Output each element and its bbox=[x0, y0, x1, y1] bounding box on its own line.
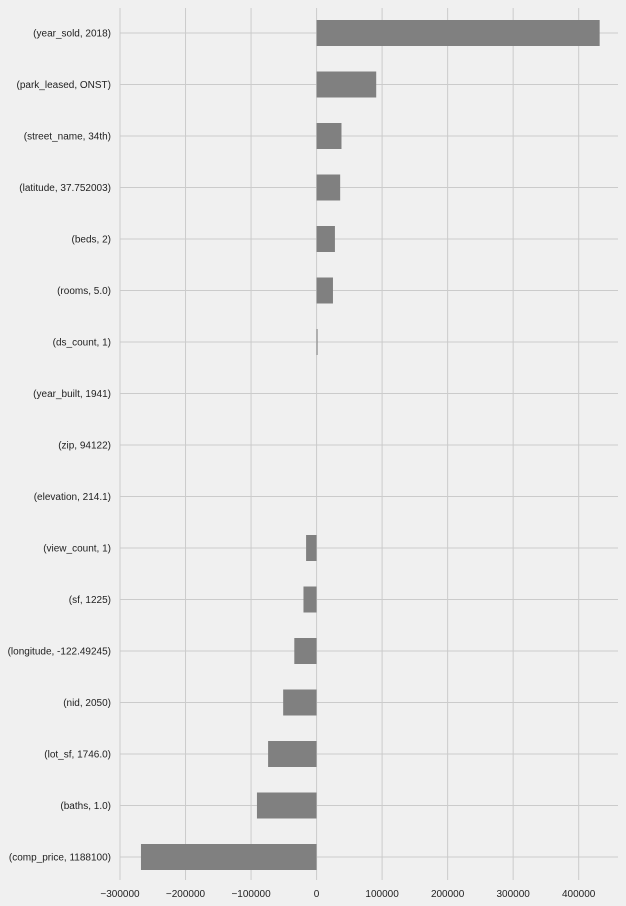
bar bbox=[316, 277, 333, 304]
y-tick-label: (view_count, 1) bbox=[43, 544, 111, 555]
bar bbox=[316, 71, 377, 98]
y-tick-label: (year_built, 1941) bbox=[33, 389, 111, 400]
bar bbox=[303, 586, 317, 613]
x-tick-label: −300000 bbox=[100, 889, 140, 900]
y-tick-label: (latitude, 37.752003) bbox=[19, 183, 111, 194]
y-tick-label: (year_sold, 2018) bbox=[33, 29, 111, 40]
y-tick-label: (nid, 2050) bbox=[63, 698, 111, 709]
bar bbox=[316, 20, 600, 46]
x-tick-label: 200000 bbox=[431, 889, 465, 900]
bar bbox=[294, 638, 317, 664]
x-tick-label: 0 bbox=[314, 889, 320, 900]
bar-layer bbox=[140, 20, 600, 870]
x-tick-label: 300000 bbox=[496, 889, 530, 900]
bar bbox=[316, 226, 335, 252]
y-tick-label: (rooms, 5.0) bbox=[57, 286, 111, 297]
x-tick-label: −200000 bbox=[166, 889, 206, 900]
y-tick-label: (comp_price, 1188100) bbox=[9, 853, 111, 864]
y-tick-label: (zip, 94122) bbox=[58, 441, 111, 452]
x-tick-label: 400000 bbox=[562, 889, 596, 900]
y-tick-label: (lot_sf, 1746.0) bbox=[44, 750, 111, 761]
bar bbox=[268, 741, 317, 767]
y-tick-label: (baths, 1.0) bbox=[60, 801, 111, 812]
y-tick-label: (longitude, -122.49245) bbox=[8, 647, 111, 658]
y-tick-label: (park_leased, ONST) bbox=[17, 80, 111, 91]
bar bbox=[316, 329, 318, 355]
y-tick-label: (ds_count, 1) bbox=[53, 338, 111, 349]
y-tick-label: (elevation, 214.1) bbox=[34, 492, 111, 503]
y-tick-label: (beds, 2) bbox=[72, 235, 111, 246]
bar bbox=[316, 174, 341, 201]
bar bbox=[306, 535, 317, 561]
y-tick-label: (sf, 1225) bbox=[69, 595, 111, 606]
x-tick-label: −100000 bbox=[231, 889, 271, 900]
y-tick-label: (street_name, 34th) bbox=[24, 132, 111, 143]
x-tick-labels: −300000 −200000 −100000 0 100000 200000 300000… bbox=[100, 889, 595, 900]
grid-layer bbox=[119, 8, 618, 880]
x-tick-label: 100000 bbox=[365, 889, 399, 900]
y-tick-labels: (year_sold, 2018) (park_leased, ONST) (str… bbox=[8, 29, 111, 864]
bar bbox=[140, 844, 317, 870]
bar bbox=[256, 792, 317, 819]
bar bbox=[283, 689, 317, 716]
bar bbox=[316, 123, 342, 149]
